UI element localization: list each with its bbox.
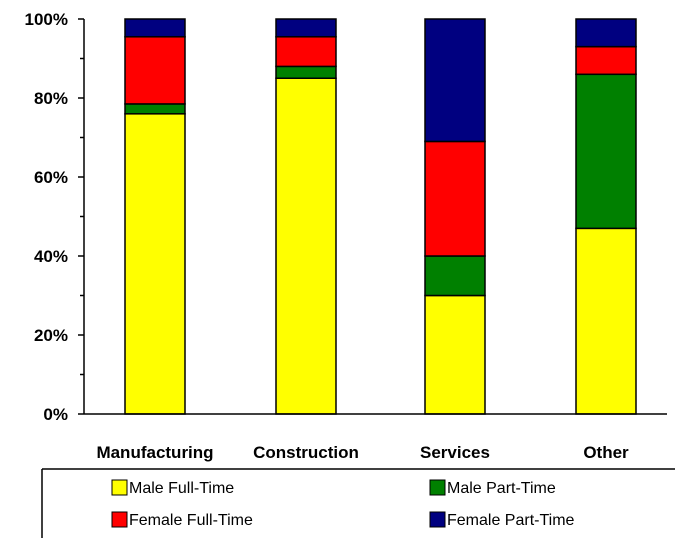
x-category-label: Manufacturing	[96, 443, 213, 462]
legend-label: Male Full-Time	[129, 480, 234, 497]
bar-segment	[275, 18, 337, 38]
bar-segment	[275, 65, 337, 80]
y-tick-label: 40%	[34, 247, 68, 266]
bar-segment	[424, 294, 486, 415]
y-tick-label: 80%	[34, 89, 68, 108]
y-axis: 0% 20% 40% 60% 80% 100%	[25, 10, 85, 424]
bar-segment	[124, 18, 186, 38]
bar-segment	[424, 140, 486, 257]
legend-swatch	[429, 511, 446, 528]
bar-segment	[275, 36, 337, 68]
x-category-label: Services	[420, 443, 490, 462]
legend-label: Male Part-Time	[447, 480, 556, 497]
bar-segment	[575, 227, 637, 415]
bar-segment	[124, 36, 186, 105]
legend-swatch	[429, 479, 446, 496]
bar-segment	[575, 18, 637, 48]
y-tick-label: 60%	[34, 168, 68, 187]
legend-swatch	[111, 479, 128, 496]
legend: Male Full-Time Male Part-Time Female Full-…	[41, 468, 675, 538]
bar-segment	[275, 77, 337, 415]
bar-segment	[124, 103, 186, 115]
bar-segment	[575, 45, 637, 76]
x-category-label: Construction	[253, 443, 359, 462]
y-tick-label: 20%	[34, 326, 68, 345]
bar-segment	[575, 73, 637, 230]
y-tick-label: 100%	[25, 10, 68, 29]
bar-segment	[124, 113, 186, 415]
y-tick-label: 0%	[43, 405, 68, 424]
legend-swatch	[111, 511, 128, 528]
x-category-label: Other	[583, 443, 629, 462]
bar-segment	[424, 18, 486, 143]
bars	[124, 18, 637, 415]
bar-segment	[424, 255, 486, 297]
x-axis: Manufacturing Construction Services Other	[84, 413, 667, 462]
legend-label: Female Part-Time	[447, 512, 575, 529]
legend-label: Female Full-Time	[129, 512, 253, 529]
